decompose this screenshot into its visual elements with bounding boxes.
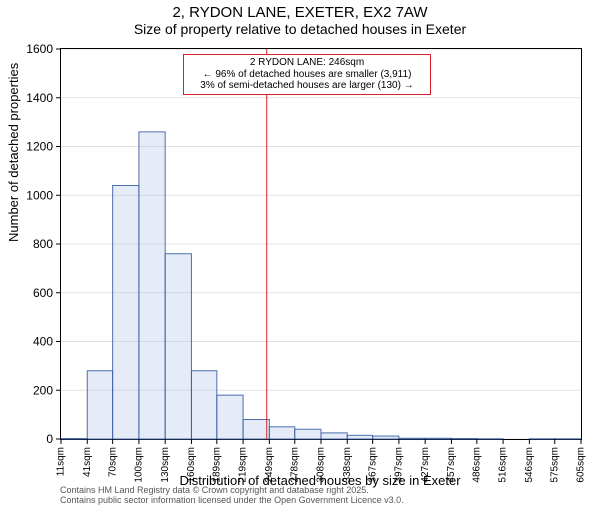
chart-title: 2, RYDON LANE, EXETER, EX2 7AW Size of p… [0,0,600,37]
title-line-2: Size of property relative to detached ho… [0,21,600,37]
svg-text:800: 800 [33,237,53,251]
y-axis-label: Number of detached properties [6,63,21,242]
svg-text:200: 200 [33,383,53,397]
svg-text:1400: 1400 [26,91,53,105]
plot-area: 0200400600800100012001400160011sqm41sqm7… [60,48,582,440]
svg-text:400: 400 [33,335,53,349]
annotation-box: 2 RYDON LANE: 246sqm ← 96% of detached h… [183,54,431,95]
title-line-1: 2, RYDON LANE, EXETER, EX2 7AW [0,0,600,21]
histogram-svg: 0200400600800100012001400160011sqm41sqm7… [61,49,581,439]
attribution-line-2: Contains public sector information licen… [60,496,404,506]
svg-text:600: 600 [33,286,53,300]
svg-text:1000: 1000 [26,188,53,202]
svg-text:1200: 1200 [26,140,53,154]
svg-text:11sqm: 11sqm [56,447,67,476]
annotation-line-1: 2 RYDON LANE: 246sqm [188,57,426,69]
annotation-line-2: ← 96% of detached houses are smaller (3,… [188,69,426,81]
attribution: Contains HM Land Registry data © Crown c… [60,486,404,506]
svg-text:0: 0 [46,432,53,446]
svg-text:1600: 1600 [26,42,53,56]
annotation-line-3: 3% of semi-detached houses are larger (1… [188,80,426,92]
